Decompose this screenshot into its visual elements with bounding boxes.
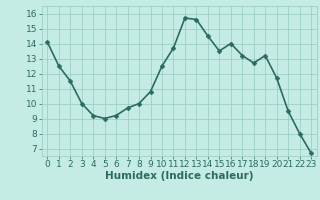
X-axis label: Humidex (Indice chaleur): Humidex (Indice chaleur) (105, 171, 253, 181)
